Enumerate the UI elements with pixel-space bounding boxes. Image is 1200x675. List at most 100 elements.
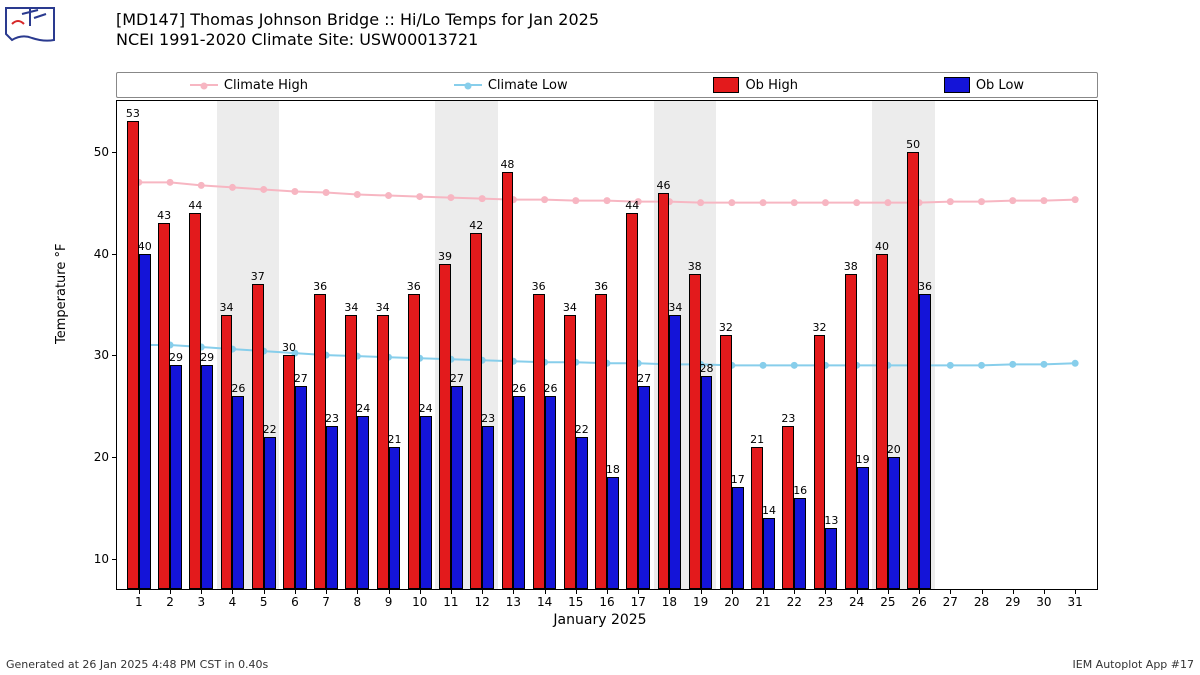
ob-high-bar-label: 38 (688, 260, 702, 273)
climate-low-line-marker (1072, 360, 1079, 367)
x-tick-label: 17 (631, 589, 646, 609)
ob-high-bar-label: 38 (844, 260, 858, 273)
ob-low-bar (389, 447, 401, 589)
ob-high-bar (564, 315, 576, 590)
title-line-2: NCEI 1991-2020 Climate Site: USW00013721 (116, 30, 599, 50)
ob-low-bar (576, 437, 588, 590)
climate-high-line-marker (229, 184, 236, 191)
climate-low-line-marker (1009, 361, 1016, 368)
ob-high-bar (814, 335, 826, 589)
legend-ob-high: Ob High (713, 77, 798, 93)
ob-high-bar (782, 426, 794, 589)
ob-low-bar-label: 26 (231, 382, 245, 395)
ob-high-bar-label: 39 (438, 250, 452, 263)
ob-high-bar (470, 233, 482, 589)
ob-low-bar-label: 27 (294, 372, 308, 385)
climate-low-line-marker (947, 362, 954, 369)
ob-high-bar-label: 21 (750, 433, 764, 446)
ob-low-bar (888, 457, 900, 589)
climate-high-line-marker (167, 179, 174, 186)
x-tick-label: 22 (787, 589, 802, 609)
ob-low-bar-label: 34 (668, 301, 682, 314)
ob-high-bar (502, 172, 514, 589)
ob-high-bar (595, 294, 607, 589)
climate-high-line-marker (291, 188, 298, 195)
ob-low-bar-label: 29 (169, 351, 183, 364)
climate-high-line-marker (947, 198, 954, 205)
ob-low-bar (607, 477, 619, 589)
climate-high-line-marker (572, 197, 579, 204)
x-tick-label: 29 (1005, 589, 1020, 609)
ob-low-bar (638, 386, 650, 589)
ob-high-bar-label: 23 (781, 412, 795, 425)
climate-high-line-marker (697, 199, 704, 206)
ob-low-bar (513, 396, 525, 589)
ob-high-bar (907, 152, 919, 589)
ob-low-bar (545, 396, 557, 589)
x-tick-label: 4 (229, 589, 237, 609)
ob-high-bar (189, 213, 201, 589)
ob-high-bar-label: 34 (220, 301, 234, 314)
plot-area: 1020304050123456789101112131415161718192… (116, 100, 1098, 590)
climate-high-line-marker (447, 194, 454, 201)
ob-high-bar (221, 315, 233, 590)
climate-high-line-marker (541, 196, 548, 203)
climate-high-line-marker (822, 199, 829, 206)
x-tick-label: 9 (385, 589, 393, 609)
ob-low-bar (357, 416, 369, 589)
ob-high-bar-label: 43 (157, 209, 171, 222)
ob-low-bar (201, 365, 213, 589)
ob-high-bar-label: 46 (656, 179, 670, 192)
climate-high-line-marker (323, 189, 330, 196)
ob-low-bar (482, 426, 494, 589)
x-tick-label: 31 (1068, 589, 1083, 609)
x-tick-label: 23 (818, 589, 833, 609)
x-tick-label: 6 (291, 589, 299, 609)
legend: Climate High Climate Low Ob High Ob Low (116, 72, 1098, 98)
ob-low-bar (232, 396, 244, 589)
x-tick-label: 15 (568, 589, 583, 609)
ob-low-bar-label: 19 (856, 453, 870, 466)
x-tick-label: 3 (197, 589, 205, 609)
ob-high-bar (158, 223, 170, 589)
ob-low-bar-label: 27 (450, 372, 464, 385)
ob-high-bar (314, 294, 326, 589)
ob-low-bar (326, 426, 338, 589)
ob-high-bar-label: 50 (906, 138, 920, 151)
y-tick-label: 40 (94, 247, 117, 261)
ob-low-bar-label: 23 (481, 412, 495, 425)
ob-high-bar (876, 254, 888, 590)
chart-title: [MD147] Thomas Johnson Bridge :: Hi/Lo T… (116, 10, 599, 50)
ob-low-bar-label: 23 (325, 412, 339, 425)
x-tick-label: 12 (475, 589, 490, 609)
climate-high-line-marker (416, 193, 423, 200)
climate-high-line-marker (760, 199, 767, 206)
ob-low-bar (825, 528, 837, 589)
climate-high-line-marker (198, 182, 205, 189)
y-tick-label: 50 (94, 145, 117, 159)
ob-low-bar-label: 16 (793, 484, 807, 497)
ob-low-bar (701, 376, 713, 590)
ob-high-bar-label: 44 (625, 199, 639, 212)
climate-high-line-marker (354, 191, 361, 198)
x-tick-label: 27 (943, 589, 958, 609)
ob-high-bar-label: 40 (875, 240, 889, 253)
ob-high-bar (283, 355, 295, 589)
climate-high-line-marker (884, 199, 891, 206)
ob-high-bar-label: 37 (251, 270, 265, 283)
title-line-1: [MD147] Thomas Johnson Bridge :: Hi/Lo T… (116, 10, 599, 30)
x-tick-label: 14 (537, 589, 552, 609)
x-tick-label: 28 (974, 589, 989, 609)
climate-high-line-marker (604, 197, 611, 204)
footer-appid: IEM Autoplot App #17 (1073, 658, 1195, 671)
ob-low-bar-label: 18 (606, 463, 620, 476)
x-tick-label: 5 (260, 589, 268, 609)
ob-low-bar-label: 36 (918, 280, 932, 293)
ob-high-bar (533, 294, 545, 589)
x-tick-label: 11 (443, 589, 458, 609)
ob-high-bar-label: 32 (719, 321, 733, 334)
ob-high-bar (252, 284, 264, 589)
ob-low-bar-label: 17 (731, 473, 745, 486)
ob-low-bar (264, 437, 276, 590)
ob-high-bar (439, 264, 451, 589)
